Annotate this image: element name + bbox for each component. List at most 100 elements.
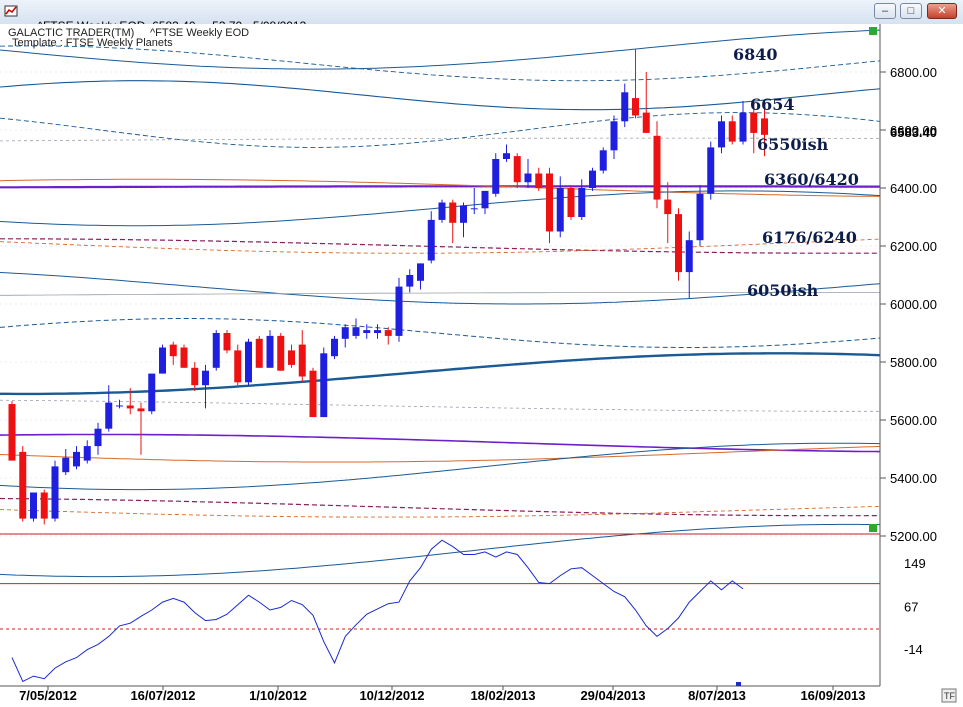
candle-body[interactable] <box>288 350 295 365</box>
time-tick-label: 18/02/2013 <box>470 688 535 703</box>
candle-body[interactable] <box>169 344 177 357</box>
time-tick-label: 7/05/2012 <box>19 688 77 703</box>
price-tick-label: 5200.00 <box>890 529 937 544</box>
candle-body[interactable] <box>503 153 510 159</box>
maximize-button[interactable]: □ <box>900 3 922 19</box>
wave-line <box>0 292 880 296</box>
price-tick-label: 5400.00 <box>890 471 937 486</box>
candle-body[interactable] <box>331 338 338 357</box>
candle-body[interactable] <box>83 446 91 461</box>
candle-body[interactable] <box>277 335 285 371</box>
candle-body[interactable] <box>675 214 682 273</box>
candle-body[interactable] <box>599 150 607 171</box>
candle-body[interactable] <box>492 159 500 194</box>
candle-body[interactable] <box>556 188 564 232</box>
candle-body[interactable] <box>438 202 446 220</box>
candle-body[interactable] <box>427 219 435 261</box>
price-chart[interactable]: GALACTIC TRADER(TM) ^FTSE Weekly EOD Tem… <box>0 24 963 707</box>
candle-body[interactable] <box>460 205 467 223</box>
candle-body[interactable] <box>202 370 209 386</box>
candle-body[interactable] <box>610 121 618 151</box>
candle-body[interactable] <box>223 333 231 351</box>
candle-body[interactable] <box>621 92 629 122</box>
candle-body[interactable] <box>632 98 639 116</box>
candle-body[interactable] <box>148 373 156 412</box>
wave-line <box>0 523 881 578</box>
candle-body[interactable] <box>30 492 37 519</box>
candle-body[interactable] <box>40 492 48 519</box>
purple-line <box>0 185 880 189</box>
candle-body[interactable] <box>191 367 199 386</box>
candle-body[interactable] <box>159 347 166 374</box>
candle-body[interactable] <box>266 335 274 368</box>
candle-body[interactable] <box>126 405 134 409</box>
candle-body[interactable] <box>116 405 123 407</box>
candle-body[interactable] <box>234 350 242 383</box>
price-tick-label: 6600.00 <box>890 123 937 138</box>
candle-body[interactable] <box>685 240 693 273</box>
candle-body[interactable] <box>363 330 371 333</box>
level-annotation: 6654 <box>750 95 795 114</box>
candle-body[interactable] <box>352 327 360 336</box>
candle-body[interactable] <box>513 156 521 183</box>
candle-body[interactable] <box>8 404 16 461</box>
candle-body[interactable] <box>589 170 596 188</box>
candle-body[interactable] <box>62 457 70 473</box>
time-tick-label: 29/04/2013 <box>580 688 645 703</box>
close-button[interactable]: ✕ <box>927 3 957 19</box>
candle-body[interactable] <box>739 112 747 142</box>
candle-body[interactable] <box>105 402 113 429</box>
candle-body[interactable] <box>298 344 306 377</box>
candle-body[interactable] <box>137 408 145 412</box>
candle-body[interactable] <box>73 451 80 467</box>
oscillator-line <box>11 539 744 683</box>
candle-body[interactable] <box>470 208 478 210</box>
candle-body[interactable] <box>761 118 768 135</box>
candle-body[interactable] <box>750 112 758 133</box>
annotations: 6840 6654 6550ish 6360/6420 6176/6240 6050ish <box>733 45 859 300</box>
candle-body[interactable] <box>320 353 328 418</box>
orange-line <box>0 445 881 463</box>
candle-body[interactable] <box>94 428 102 447</box>
candle-body[interactable] <box>19 451 27 519</box>
candle-body[interactable] <box>255 338 263 368</box>
top-marker[interactable] <box>869 27 877 35</box>
candle-body[interactable] <box>374 330 381 333</box>
time-tick-label: 1/10/2012 <box>249 688 307 703</box>
chart-name-label: ^FTSE Weekly EOD <box>150 27 249 39</box>
wave-line <box>0 45 881 82</box>
candle-body[interactable] <box>245 341 252 383</box>
candle-body[interactable] <box>180 347 188 368</box>
app-name-label: GALACTIC TRADER(TM) <box>8 27 134 39</box>
candle-body[interactable] <box>707 147 715 194</box>
candle-body[interactable] <box>728 121 736 142</box>
candle-body[interactable] <box>642 112 650 133</box>
wave-line <box>0 318 881 348</box>
candle-body[interactable] <box>535 173 543 189</box>
candle-body[interactable] <box>696 193 704 241</box>
candle-body[interactable] <box>417 263 424 281</box>
candle-body[interactable] <box>567 188 575 217</box>
candle-body[interactable] <box>546 173 553 232</box>
candle-body[interactable] <box>664 199 672 215</box>
candle-body[interactable] <box>653 135 661 200</box>
osc-tick-label: 67 <box>904 599 918 614</box>
candle-body[interactable] <box>718 121 725 148</box>
level-annotation: 6360/6420 <box>764 170 859 189</box>
candle-body[interactable] <box>524 173 532 183</box>
candle-body[interactable] <box>212 333 220 368</box>
minimize-button[interactable]: – <box>874 3 896 19</box>
candle-body[interactable] <box>51 466 59 519</box>
candle-body[interactable] <box>341 327 349 339</box>
template-label: Template : FTSE Weekly Planets <box>12 37 173 49</box>
candle-body[interactable] <box>481 190 489 209</box>
candle-body[interactable] <box>309 370 317 418</box>
candle-body[interactable] <box>395 286 403 336</box>
time-cursor[interactable] <box>736 682 741 686</box>
candle-body[interactable] <box>449 202 457 223</box>
candle-body[interactable] <box>406 275 414 287</box>
candle-body[interactable] <box>578 188 586 217</box>
candle-body[interactable] <box>384 330 392 336</box>
tf-badge[interactable] <box>941 688 957 703</box>
bottom-marker[interactable] <box>869 524 877 532</box>
